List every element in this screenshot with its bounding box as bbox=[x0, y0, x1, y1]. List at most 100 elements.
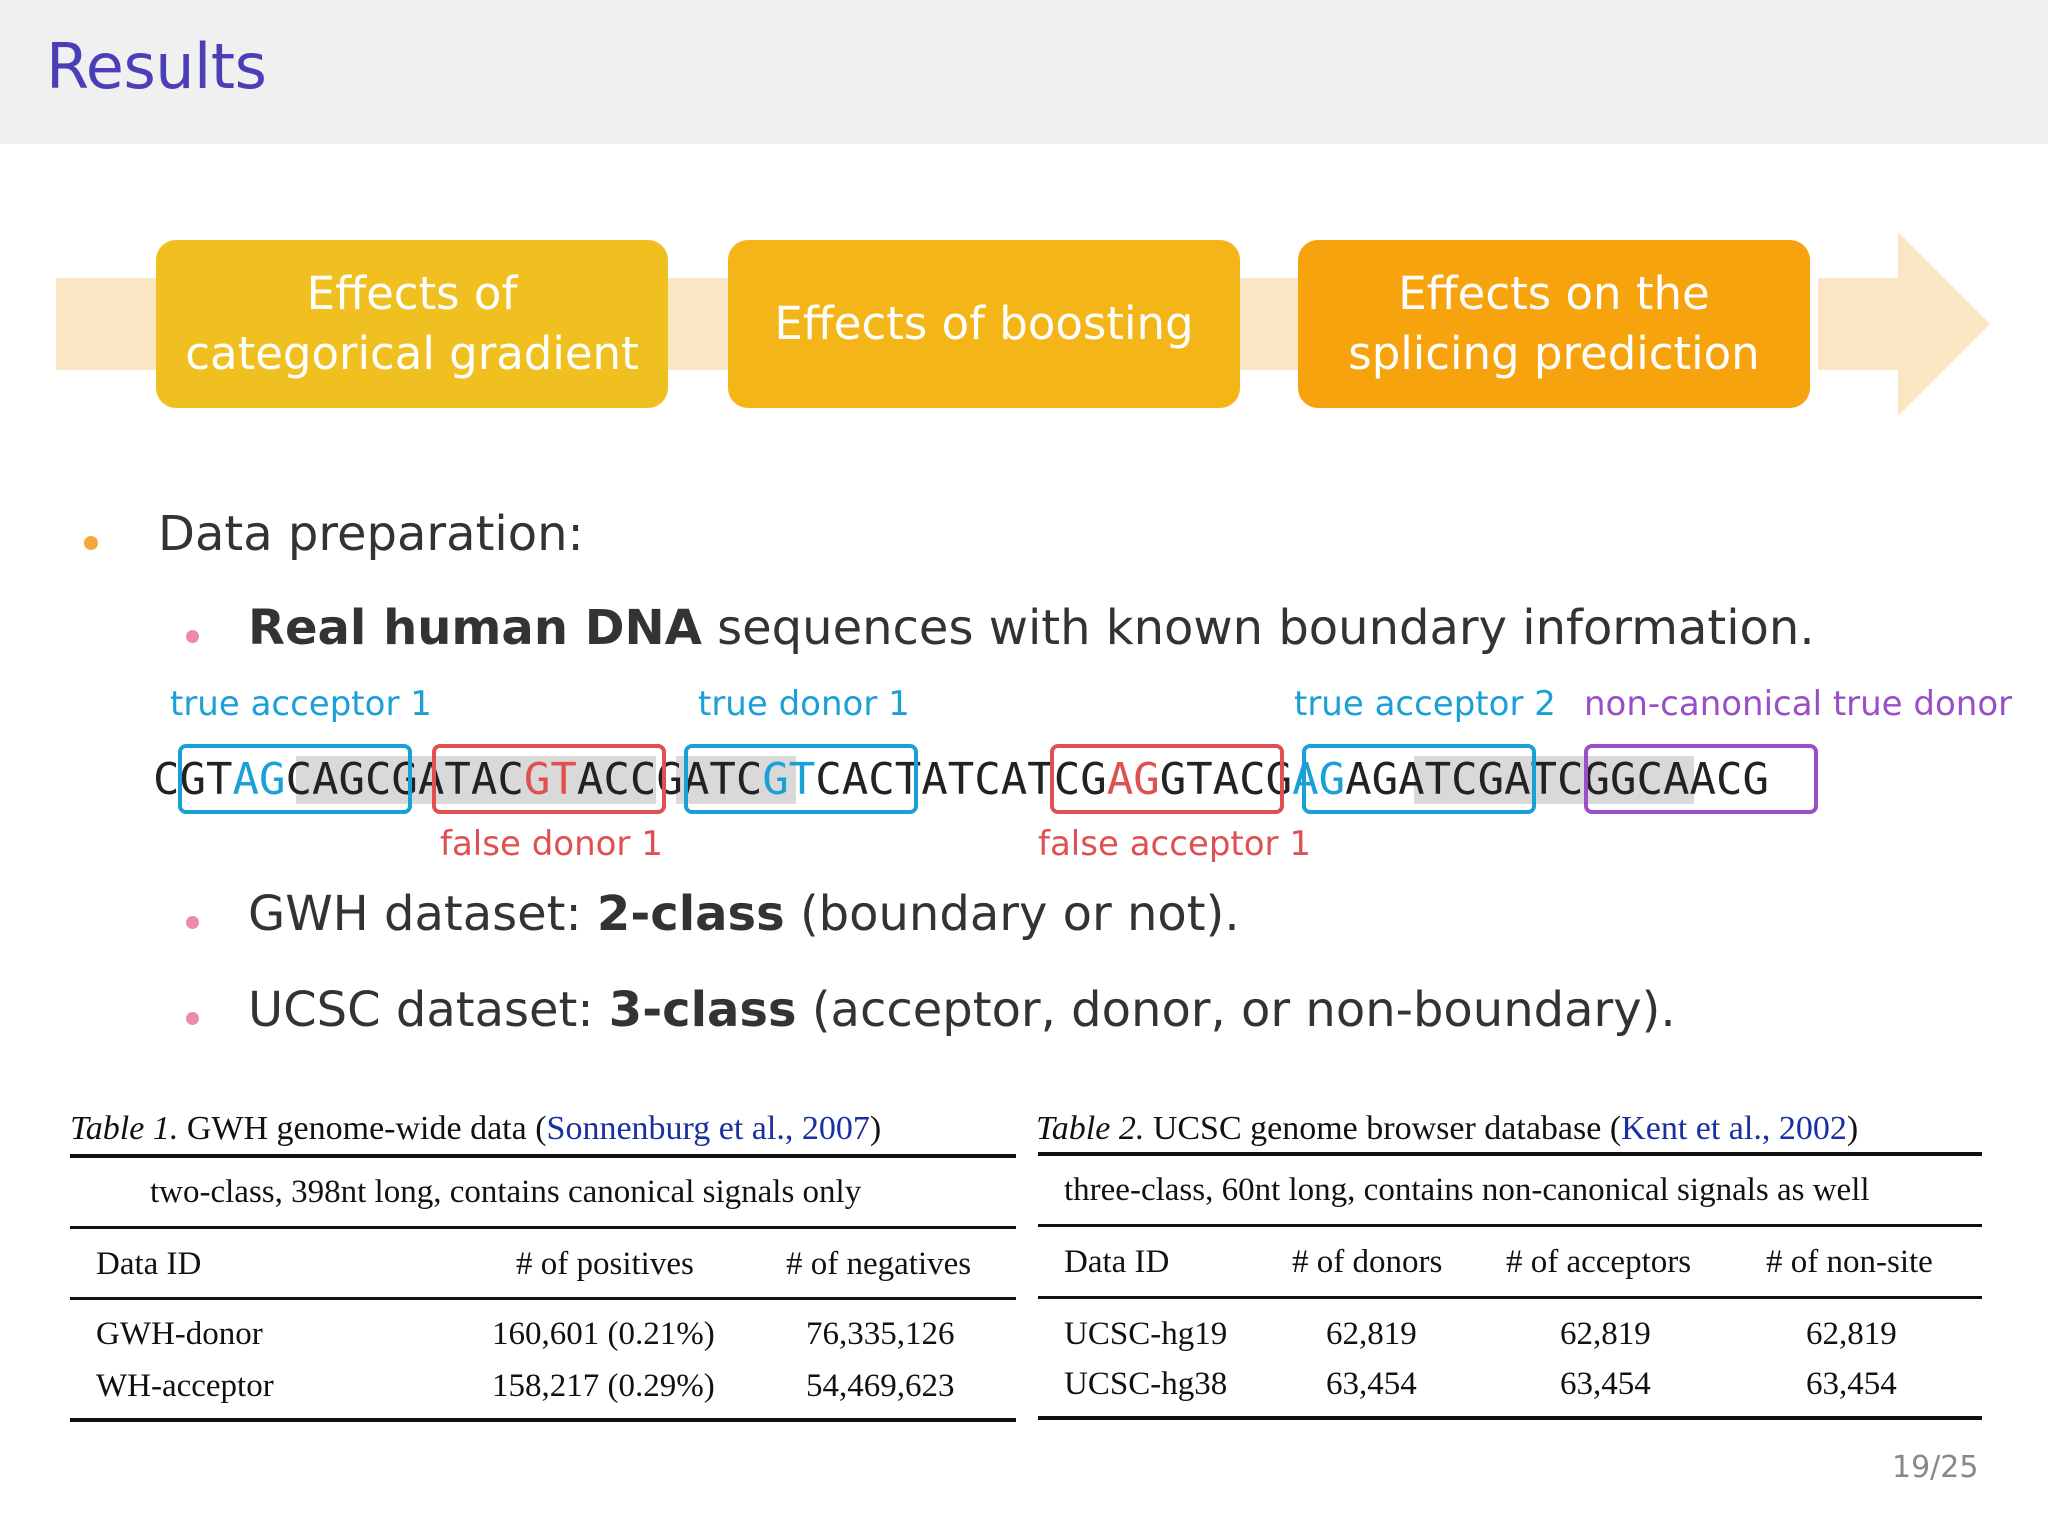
table1-subtitle: two-class, 398nt long, contains canonica… bbox=[150, 1174, 862, 1210]
sub-bullet-real-dna: Real human DNA sequences with known boun… bbox=[248, 600, 1815, 656]
box-true-donor-1 bbox=[684, 744, 918, 814]
table2-row-donors: 62,819 bbox=[1326, 1316, 1417, 1352]
flow-arrow-head bbox=[1818, 232, 1990, 416]
box-false-donor-1 bbox=[432, 744, 666, 814]
plain-text: UCSC dataset: bbox=[248, 982, 609, 1038]
sub-bullet-dot bbox=[186, 916, 199, 929]
caption-label: Table 1. bbox=[70, 1110, 179, 1147]
table2-row-donors: 63,454 bbox=[1326, 1366, 1417, 1402]
table1-row-negatives: 76,335,126 bbox=[806, 1316, 955, 1352]
bold-text: Real human DNA bbox=[248, 600, 702, 656]
step-splicing-prediction: Effects on the splicing prediction bbox=[1298, 240, 1810, 408]
flow-band-segment bbox=[1240, 278, 1300, 370]
table2-subtitle: three-class, 60nt long, contains non-can… bbox=[1064, 1172, 1870, 1208]
table1-row-id: WH-acceptor bbox=[96, 1368, 274, 1404]
table1-bottom-rule bbox=[70, 1418, 1016, 1422]
label-non-canonical-true-donor: non-canonical true donor bbox=[1584, 684, 2013, 724]
label-true-acceptor-1: true acceptor 1 bbox=[170, 684, 432, 724]
table2-row-nonsite: 63,454 bbox=[1806, 1366, 1897, 1402]
sequence-highlight bbox=[436, 756, 656, 804]
sub-bullet-ucsc: UCSC dataset: 3-class (acceptor, donor, … bbox=[248, 982, 1676, 1038]
sequence-segment: ACCGATC bbox=[576, 754, 763, 805]
step-line: Effects of bbox=[306, 267, 518, 320]
table2-bottom-rule bbox=[1038, 1416, 1982, 1420]
step-line: Effects on the bbox=[1398, 267, 1710, 320]
sequence-segment: AG bbox=[1106, 754, 1160, 805]
sequence-segment: CGT bbox=[153, 754, 233, 805]
label-true-acceptor-2: true acceptor 2 bbox=[1294, 684, 1556, 724]
sequence-segment: GT bbox=[523, 754, 577, 805]
table2-top-rule bbox=[1038, 1152, 1982, 1156]
bold-text: 3-class bbox=[608, 982, 797, 1038]
sequence-highlight bbox=[1414, 756, 1694, 804]
step-categorical-gradient: Effects of categorical gradient bbox=[156, 240, 668, 408]
box-non-canonical-true-donor bbox=[1584, 744, 1818, 814]
step-line: splicing prediction bbox=[1348, 327, 1760, 380]
box-false-acceptor-1 bbox=[1050, 744, 1284, 814]
table2-header-nonsite: # of non-site bbox=[1766, 1244, 1933, 1280]
table1-header-positives: # of positives bbox=[516, 1246, 694, 1282]
table2-row-nonsite: 62,819 bbox=[1806, 1316, 1897, 1352]
bullet-data-preparation: Data preparation: bbox=[158, 506, 584, 562]
caption-label: Table 2. bbox=[1036, 1110, 1145, 1147]
sequence-segment: AGATCGATCGGCAACG bbox=[1345, 754, 1769, 805]
table2-caption: Table 2. UCSC genome browser database (K… bbox=[1036, 1110, 1858, 1148]
table2-row-id: UCSC-hg38 bbox=[1064, 1366, 1228, 1402]
slide-title: Results bbox=[46, 30, 267, 103]
table1-caption: Table 1. GWH genome-wide data (Sonnenbur… bbox=[70, 1110, 881, 1148]
sequence-highlight bbox=[676, 756, 796, 804]
table1-top-rule bbox=[70, 1154, 1016, 1158]
process-flow: Effects of categorical gradient Effects … bbox=[0, 0, 2048, 440]
table1-rule bbox=[70, 1226, 1016, 1229]
table1-header-negatives: # of negatives bbox=[786, 1246, 972, 1282]
citation-link[interactable]: Kent et al., 2002 bbox=[1621, 1110, 1847, 1147]
table2-row-acceptors: 62,819 bbox=[1560, 1316, 1651, 1352]
table2-header-acceptors: # of acceptors bbox=[1506, 1244, 1692, 1280]
caption-text: UCSC genome browser database ( bbox=[1144, 1110, 1622, 1147]
table1-row-id: GWH-donor bbox=[96, 1316, 263, 1352]
sequence-segment: CACTATCATCG bbox=[815, 754, 1107, 805]
flow-band-segment bbox=[668, 278, 728, 370]
sub-bullet-dot bbox=[186, 630, 199, 643]
plain-text: sequences with known boundary informatio… bbox=[701, 600, 1815, 656]
table1-row-positives: 160,601 (0.21%) bbox=[492, 1316, 715, 1352]
step-line: categorical gradient bbox=[185, 327, 639, 380]
plain-text: GWH dataset: bbox=[248, 886, 597, 942]
table2-header-donors: # of donors bbox=[1292, 1244, 1443, 1280]
citation-link[interactable]: Sonnenburg et al., 2007 bbox=[546, 1110, 870, 1147]
bullet-dot bbox=[84, 536, 98, 550]
sub-bullet-gwh: GWH dataset: 2-class (boundary or not). bbox=[248, 886, 1240, 942]
table1-row-positives: 158,217 (0.29%) bbox=[492, 1368, 715, 1404]
caption-text: GWH genome-wide data ( bbox=[178, 1110, 547, 1147]
box-true-acceptor-1 bbox=[178, 744, 412, 814]
table1-header-id: Data ID bbox=[96, 1246, 202, 1282]
table2-row-id: UCSC-hg19 bbox=[1064, 1316, 1228, 1352]
plain-text: (acceptor, donor, or non-boundary). bbox=[796, 982, 1676, 1038]
sub-bullet-dot bbox=[186, 1012, 199, 1025]
step-boosting: Effects of boosting bbox=[728, 240, 1240, 408]
sequence-highlight bbox=[296, 756, 436, 804]
box-true-acceptor-2 bbox=[1302, 744, 1536, 814]
sequence-segment: GT bbox=[762, 754, 816, 805]
plain-text: (boundary or not). bbox=[784, 886, 1240, 942]
table1-row-negatives: 54,469,623 bbox=[806, 1368, 955, 1404]
bold-text: 2-class bbox=[596, 886, 785, 942]
caption-text: ) bbox=[869, 1110, 882, 1147]
table2-rule bbox=[1038, 1224, 1982, 1227]
sequence-segment: AG bbox=[1292, 754, 1346, 805]
label-true-donor-1: true donor 1 bbox=[698, 684, 910, 724]
label-false-donor-1: false donor 1 bbox=[440, 824, 663, 864]
sequence-segment: AG bbox=[232, 754, 286, 805]
table2-header-id: Data ID bbox=[1064, 1244, 1170, 1280]
slide-header: Results bbox=[0, 0, 2048, 144]
step-line: Effects of boosting bbox=[774, 297, 1194, 350]
label-false-acceptor-1: false acceptor 1 bbox=[1038, 824, 1311, 864]
flow-arrow-background bbox=[56, 232, 1990, 416]
dna-sequence: CGTAGCAGCGATACGTACCGATCGTCACTATCATCGAGGT… bbox=[153, 754, 1769, 805]
table2-rule bbox=[1038, 1296, 1982, 1299]
page-number: 19/25 bbox=[1892, 1450, 1979, 1485]
caption-text: ) bbox=[1846, 1110, 1859, 1147]
flow-band-segment bbox=[56, 278, 158, 370]
sequence-segment: GTACG bbox=[1159, 754, 1293, 805]
table1-rule bbox=[70, 1297, 1016, 1300]
